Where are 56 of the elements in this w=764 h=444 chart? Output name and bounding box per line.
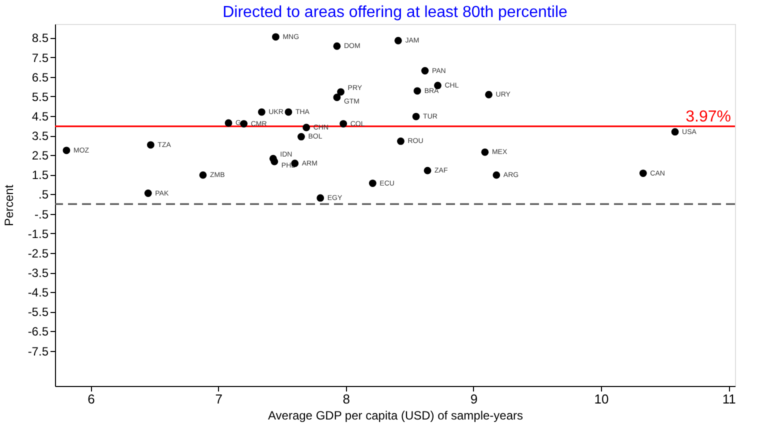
point xyxy=(424,166,432,174)
point xyxy=(199,171,207,179)
point xyxy=(485,90,492,98)
y-tick-label: 1.5 xyxy=(32,168,49,182)
y-tick-label: -6.5 xyxy=(28,324,49,339)
point xyxy=(62,146,70,154)
point xyxy=(414,87,422,95)
point xyxy=(333,94,341,102)
x-tick-label: 9 xyxy=(470,392,478,406)
y-tick-label: -5.5 xyxy=(28,305,49,320)
point xyxy=(340,120,348,128)
point xyxy=(302,124,310,132)
point xyxy=(671,128,679,136)
y-tick-label: 2.5 xyxy=(32,148,49,163)
y-tick-label: -1.5 xyxy=(28,226,49,241)
point xyxy=(492,171,500,179)
y-tick-label: 8.5 xyxy=(32,31,49,46)
point xyxy=(397,138,404,145)
point xyxy=(146,141,154,149)
point xyxy=(224,119,232,127)
point xyxy=(144,190,152,197)
y-tick-label: -3.5 xyxy=(28,266,49,280)
y-tick-label: 6.5 xyxy=(32,70,49,84)
x-tick-label: 6 xyxy=(88,392,95,406)
y-tick-label: -7.5 xyxy=(28,344,49,358)
point xyxy=(394,36,402,44)
ref-line-label: 3.97% xyxy=(686,108,731,126)
point xyxy=(368,180,376,187)
point xyxy=(421,67,429,74)
x-tick-label: 11 xyxy=(722,392,736,406)
point xyxy=(639,170,647,177)
y-tick-label: -2.5 xyxy=(28,246,49,260)
y-tick-label: .5 xyxy=(38,188,49,202)
point xyxy=(481,148,489,156)
point xyxy=(270,158,278,166)
y-tick-label: 4.5 xyxy=(32,109,49,124)
y-tick-label: 3.5 xyxy=(32,129,49,144)
x-tick-label: 7 xyxy=(215,392,222,406)
point xyxy=(333,42,341,50)
chart-title: Directed to areas offering at least 80th percentile xyxy=(222,4,568,21)
y-axis-title: Percent xyxy=(2,184,16,226)
point xyxy=(240,120,248,128)
point xyxy=(272,33,280,41)
point xyxy=(337,88,344,96)
point xyxy=(258,108,266,116)
x-tick-label: 10 xyxy=(594,392,609,406)
point xyxy=(298,133,305,140)
x-tick-label: 8 xyxy=(342,392,350,406)
point xyxy=(284,108,292,116)
point xyxy=(412,112,420,120)
x-axis-title: Average GDP per capita (USD) of sample-years xyxy=(268,408,523,422)
y-tick-label: 5.5 xyxy=(32,90,49,104)
y-tick-label: 7.5 xyxy=(32,50,49,65)
y-tick-label: -4.5 xyxy=(28,286,49,300)
point xyxy=(316,194,324,202)
y-tick-label: -.5 xyxy=(34,207,49,222)
